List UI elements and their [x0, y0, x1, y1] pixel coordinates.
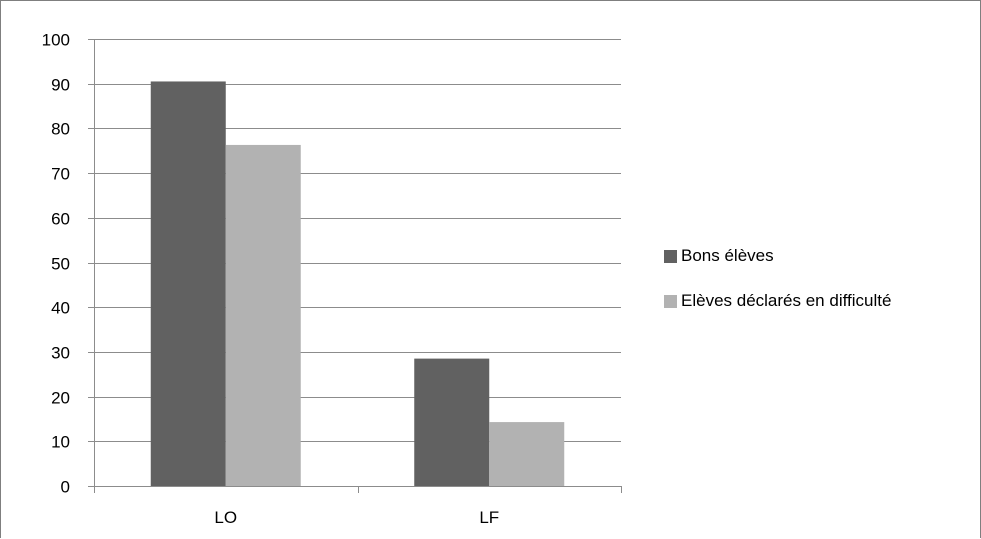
x-tick-labels: LO LF: [214, 508, 499, 527]
y-tick-label: 20: [51, 389, 70, 408]
x-tick-label: LF: [479, 508, 499, 527]
y-tick-label: 60: [51, 210, 70, 229]
x-tick-label: LO: [214, 508, 237, 527]
y-tick-label: 10: [51, 433, 70, 452]
y-tick-label: 90: [51, 76, 70, 95]
y-tick-label: 50: [51, 255, 70, 274]
y-tick-label: 30: [51, 344, 70, 363]
y-tick-label: 80: [51, 120, 70, 139]
y-tick-label: 100: [42, 31, 70, 50]
legend-swatch-eleves-difficulte: [664, 294, 677, 308]
bar-lo-series-0: [150, 81, 226, 486]
legend-label-bons-eleves: Bons élèves: [681, 246, 774, 265]
axes: [88, 39, 622, 493]
y-tick-label: 40: [51, 299, 70, 318]
bar-lf-series-1: [489, 422, 565, 486]
bar-lf-series-0: [414, 358, 490, 486]
y-tick-label: 0: [61, 478, 70, 497]
legend-swatch-bons-eleves: [664, 249, 677, 263]
legend-label-eleves-difficulte: Elèves déclarés en difficulté: [681, 291, 892, 310]
y-tick-labels: 0 10 20 30 40 50 60 70 80 90 100: [42, 31, 70, 497]
legend-item-bons-eleves: Bons élèves: [664, 241, 979, 271]
y-tick-label: 70: [51, 165, 70, 184]
bar-lo-series-1: [225, 144, 301, 486]
legend: Bons élèves Elèves déclarés en difficult…: [664, 241, 979, 331]
legend-item-eleves-difficulte: Elèves déclarés en difficulté: [664, 286, 979, 316]
bars: [150, 81, 565, 486]
